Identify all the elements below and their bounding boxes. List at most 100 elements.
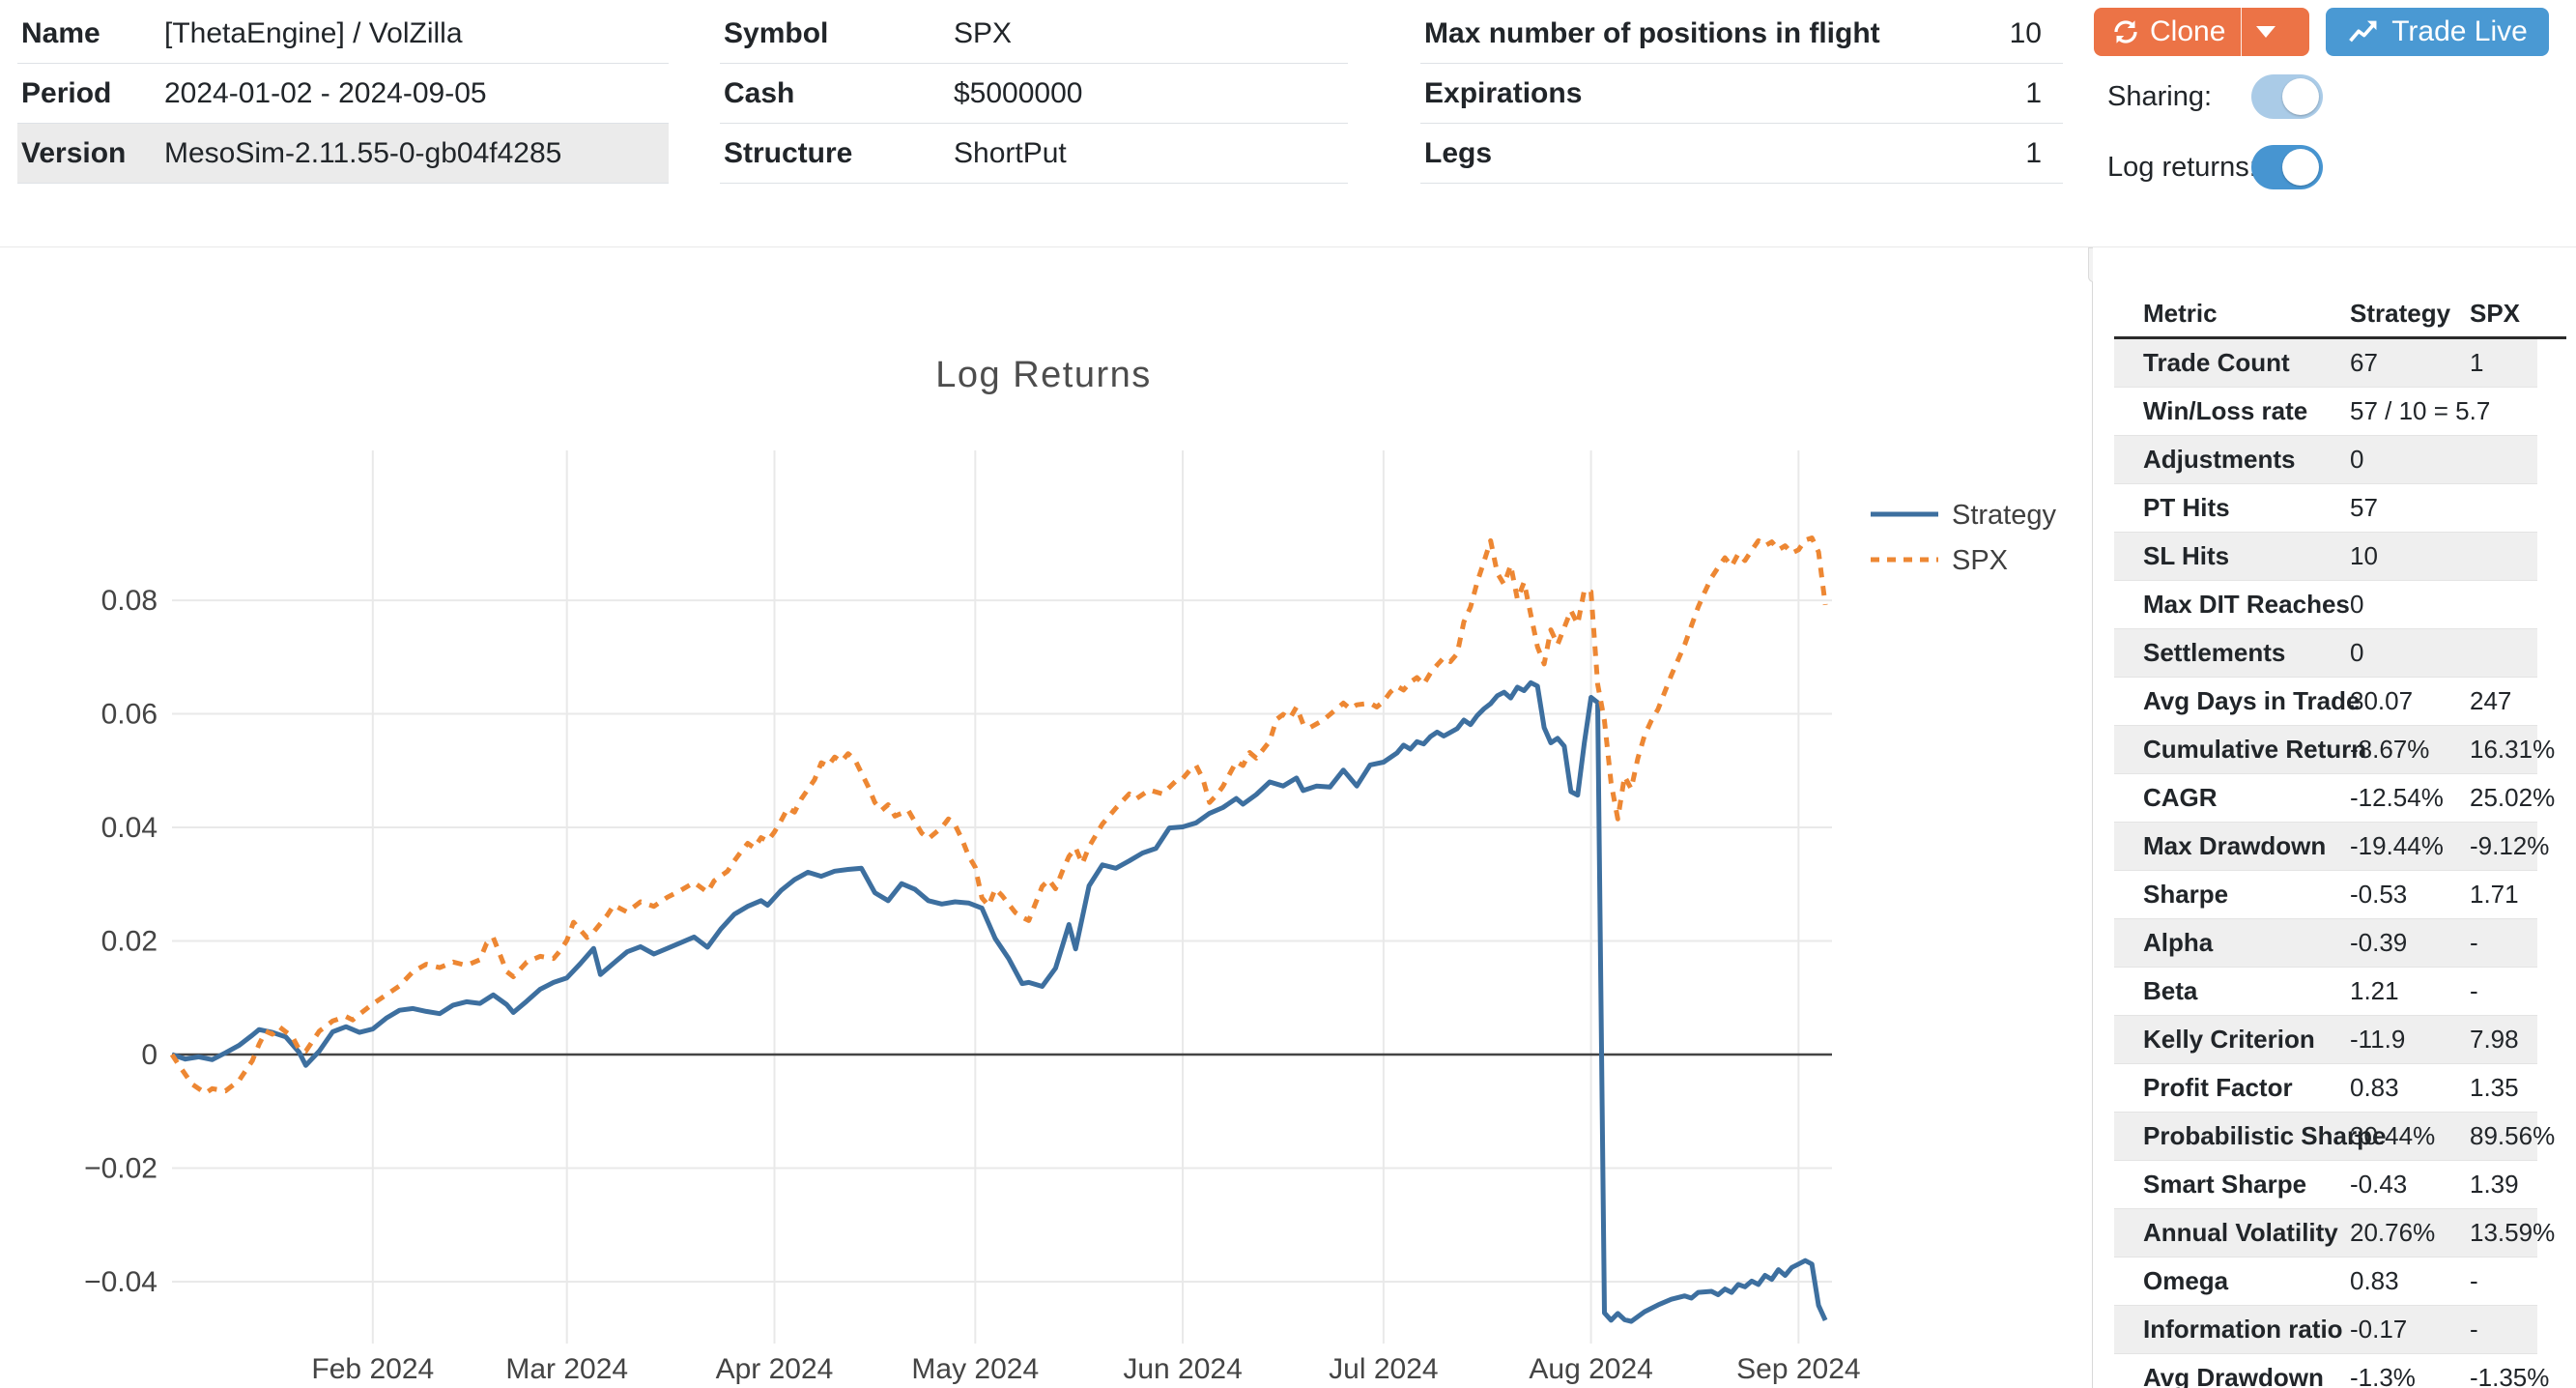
log-returns-chart[interactable]: 0.08 0.06 0.04 0.02 0 −0.02 −0.04 Feb 2024 Mar 2… <box>0 247 2092 1388</box>
x-axis-labels: Feb 2024 Mar 2024 Apr 2024 May 2024 Jun 2024… <box>311 1353 1860 1385</box>
metrics-row: Trade Count 67 1 <box>2114 339 2537 388</box>
log-returns-label: Log returns: <box>2107 152 2257 183</box>
metric-value: 0 <box>2350 445 2364 474</box>
info-row: Legs 1 <box>1420 124 2063 184</box>
info-row: Cash $5000000 <box>720 64 1348 124</box>
svg-text:Apr 2024: Apr 2024 <box>716 1353 834 1385</box>
metric-name: SL Hits <box>2143 541 2230 570</box>
info-row: Structure ShortPut <box>720 124 1348 184</box>
svg-text:Mar 2024: Mar 2024 <box>505 1353 628 1385</box>
metric-value: -11.9 <box>2350 1025 2406 1054</box>
metric-value: -0.53 <box>2350 880 2408 909</box>
legend-label: SPX <box>1952 545 2008 576</box>
series-spx-line[interactable] <box>169 535 1828 1096</box>
info-value: SPX <box>954 16 1013 49</box>
metric-name: Adjustments <box>2143 445 2296 474</box>
metric-value: 25.02% <box>2470 783 2556 812</box>
info-table-positions: Max number of positions in flight 10 Expir… <box>1420 4 2063 184</box>
info-value: 2024-01-02 - 2024-09-05 <box>164 76 487 109</box>
info-table-strategy: Name [ThetaEngine] / VolZilla Period 2024-0… <box>17 4 669 184</box>
metrics-rows: Trade Count 67 1 Win/Loss rate 57 / 10 = 5.7… <box>2114 339 2555 1388</box>
legend-item-strategy[interactable]: Strategy <box>1871 500 2056 531</box>
metrics-row: Adjustments 0 <box>2114 436 2537 484</box>
metric-value: -12.54% <box>2350 783 2444 812</box>
metric-name: Kelly Criterion <box>2143 1025 2315 1054</box>
metric-name: PT Hits <box>2143 493 2230 522</box>
log-returns-toggle[interactable] <box>2251 145 2323 189</box>
metric-name: CAGR <box>2143 783 2218 812</box>
svg-text:0.08: 0.08 <box>101 585 157 617</box>
svg-text:Feb 2024: Feb 2024 <box>311 1353 434 1385</box>
metric-value: -9.12% <box>2470 831 2550 860</box>
metric-value: -1.35% <box>2470 1363 2550 1388</box>
info-value: 1 <box>2025 76 2042 109</box>
metric-value: - <box>2470 1315 2478 1344</box>
metric-value: -1.3% <box>2350 1363 2416 1388</box>
metric-value: - <box>2470 928 2478 957</box>
metric-value: -0.39 <box>2350 928 2408 957</box>
metric-value: 89.56% <box>2470 1121 2556 1150</box>
y-axis-labels: 0.08 0.06 0.04 0.02 0 −0.02 −0.04 <box>84 585 157 1298</box>
metrics-row: Max Drawdown -19.44% -9.12% <box>2114 823 2549 871</box>
metrics-row: Cumulative Return -8.67% 16.31% <box>2114 726 2555 774</box>
legend-item-spx[interactable]: SPX <box>1871 545 2008 576</box>
info-row: Version MesoSim-2.11.55-0-gb04f4285 <box>17 124 669 184</box>
metric-value: 13.59% <box>2470 1218 2556 1247</box>
metric-value: 247 <box>2470 686 2512 715</box>
metric-value: 16.31% <box>2470 735 2556 764</box>
info-label: Cash <box>724 76 795 109</box>
clone-split-button[interactable]: Clone <box>2094 8 2309 56</box>
trade-live-button[interactable]: Trade Live <box>2326 8 2549 56</box>
metric-value: 1.21 <box>2350 976 2399 1005</box>
info-label: Expirations <box>1424 76 1583 109</box>
metric-value: - <box>2470 976 2478 1005</box>
svg-text:0: 0 <box>141 1039 157 1071</box>
metric-name: Win/Loss rate <box>2143 396 2308 425</box>
metric-value: 1.39 <box>2470 1170 2519 1199</box>
svg-text:Jun 2024: Jun 2024 <box>1123 1353 1242 1385</box>
info-label: Period <box>21 76 112 109</box>
clone-dropdown-button[interactable] <box>2242 8 2290 56</box>
metric-name: Omega <box>2143 1266 2229 1295</box>
chart-legend[interactable]: Strategy SPX <box>1871 500 2056 576</box>
metrics-row: Profit Factor 0.83 1.35 <box>2114 1064 2537 1113</box>
metric-value: 30.44% <box>2350 1121 2436 1150</box>
metric-name: Avg Drawdown <box>2143 1363 2324 1388</box>
info-value: MesoSim-2.11.55-0-gb04f4285 <box>164 136 562 169</box>
metric-name: Trade Count <box>2143 348 2290 377</box>
svg-text:Sep 2024: Sep 2024 <box>1736 1353 1860 1385</box>
info-value: 10 <box>2009 16 2042 49</box>
metric-value: -0.43 <box>2350 1170 2408 1199</box>
metrics-row: CAGR -12.54% 25.02% <box>2114 774 2555 823</box>
metric-name: Settlements <box>2143 638 2286 667</box>
trend-up-icon <box>2347 15 2380 48</box>
metric-value: - <box>2470 1266 2478 1295</box>
metrics-row: Avg Days in Trade 30.07 247 <box>2114 678 2537 726</box>
metric-name: Cumulative Return <box>2143 735 2367 764</box>
metrics-row: Alpha -0.39 - <box>2114 919 2537 968</box>
metric-value: -0.17 <box>2350 1315 2408 1344</box>
metrics-col-strategy: Strategy <box>2350 298 2451 328</box>
metric-value: 67 <box>2350 348 2378 377</box>
svg-text:−0.02: −0.02 <box>84 1152 157 1184</box>
chart-gridlines <box>172 450 1832 1344</box>
metric-value: 57 / 10 = 5.7 <box>2350 396 2491 425</box>
metric-value: 30.07 <box>2350 686 2414 715</box>
info-value: 1 <box>2025 136 2042 169</box>
metric-name: Avg Days in Trade <box>2143 686 2361 715</box>
metrics-row: Win/Loss rate 57 / 10 = 5.7 <box>2114 388 2537 436</box>
info-label: Symbol <box>724 16 829 49</box>
clone-button[interactable]: Clone <box>2094 8 2243 56</box>
metrics-row: Avg Drawdown -1.3% -1.35% <box>2114 1354 2549 1388</box>
metrics-panel: Metric Strategy SPX Trade Count 67 1 Win/Lo… <box>2093 247 2576 1388</box>
info-row: Max number of positions in flight 10 <box>1420 4 2063 64</box>
metrics-row: Max DIT Reaches 0 <box>2114 581 2537 629</box>
sharing-toggle[interactable] <box>2251 74 2323 119</box>
metric-name: Annual Volatility <box>2143 1218 2338 1247</box>
chevron-down-icon <box>2256 26 2276 38</box>
clone-button-label: Clone <box>2150 15 2226 47</box>
svg-text:Jul 2024: Jul 2024 <box>1329 1353 1438 1385</box>
info-row: Period 2024-01-02 - 2024-09-05 <box>17 64 669 124</box>
series-strategy-line[interactable] <box>171 680 1828 1324</box>
info-label: Max number of positions in flight <box>1424 16 1880 49</box>
